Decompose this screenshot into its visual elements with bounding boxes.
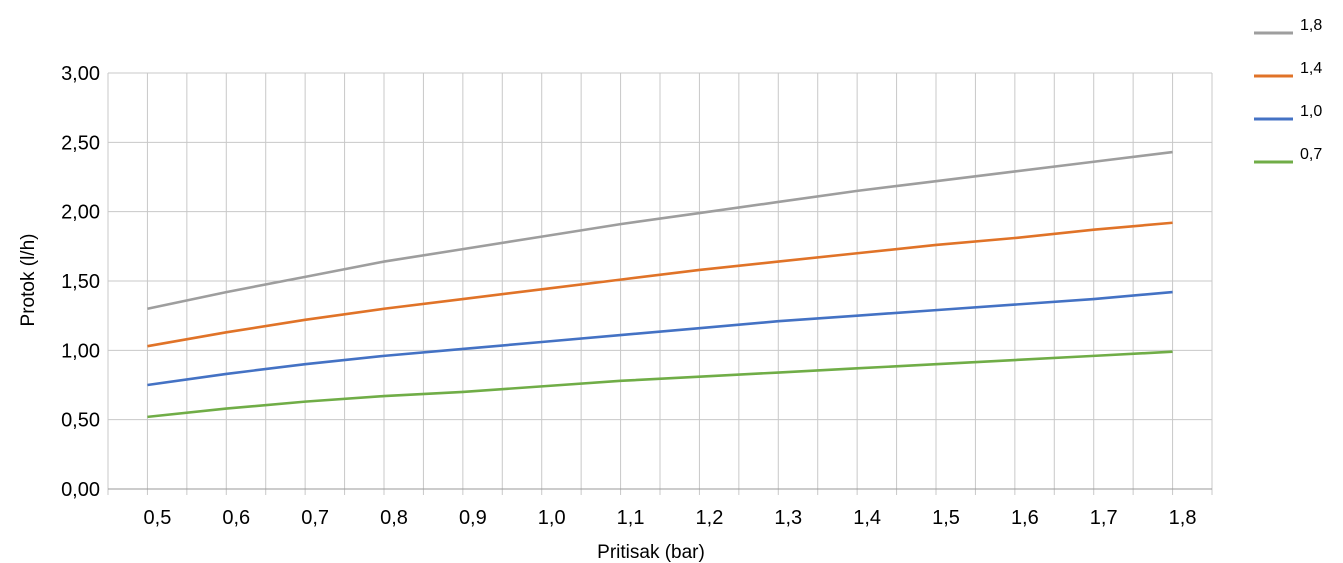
x-tick-label: 0,7 (301, 507, 329, 529)
y-tick-label: 0,50 (61, 410, 100, 432)
y-tick-label: 2,50 (61, 132, 100, 154)
series-line (147, 221, 1173, 348)
y-tick-label: 1,00 (61, 340, 100, 362)
y-axis-tick-labels: 0,00 0,50 1,00 1,50 2,00 2,50 3,00 (61, 63, 100, 501)
x-tick-label: 1,2 (696, 507, 724, 529)
series-lines (147, 150, 1173, 419)
x-tick-label: 1,7 (1090, 507, 1118, 529)
series-line (147, 350, 1173, 419)
x-tick-label: 0,8 (380, 507, 408, 529)
y-tick-label: 2,00 (61, 202, 100, 224)
legend-label: 1,8 (1300, 17, 1322, 34)
legend: 1,8 1,4 1,0 0,7 (1254, 17, 1322, 164)
x-tick-label: 0,5 (144, 507, 172, 529)
x-tick-label: 1,1 (617, 507, 645, 529)
x-axis-title: Pritisak (bar) (597, 542, 705, 563)
x-tick-label: 0,6 (222, 507, 250, 529)
y-tick-label: 0,00 (61, 479, 100, 501)
x-tick-label: 1,4 (853, 507, 881, 529)
legend-label: 0,7 (1300, 146, 1322, 163)
legend-label: 1,0 (1300, 103, 1322, 120)
series-line (147, 150, 1173, 311)
x-tick-label: 1,3 (774, 507, 802, 529)
legend-label: 1,4 (1300, 60, 1322, 77)
x-tick-label: 1,8 (1169, 507, 1197, 529)
y-axis-title: Protok (l/h) (18, 234, 39, 327)
y-tick-label: 1,50 (61, 271, 100, 293)
series-line (147, 290, 1173, 387)
x-tick-label: 0,9 (459, 507, 487, 529)
x-tick-label: 1,5 (932, 507, 960, 529)
x-tick-label: 1,0 (538, 507, 566, 529)
x-axis-tick-labels: 0,5 0,6 0,7 0,8 0,9 1,0 1,1 1,2 1,3 1,4 1,5 1,6 1,7 1… (144, 507, 1197, 529)
x-tick-label: 1,6 (1011, 507, 1039, 529)
y-tick-label: 3,00 (61, 63, 100, 85)
